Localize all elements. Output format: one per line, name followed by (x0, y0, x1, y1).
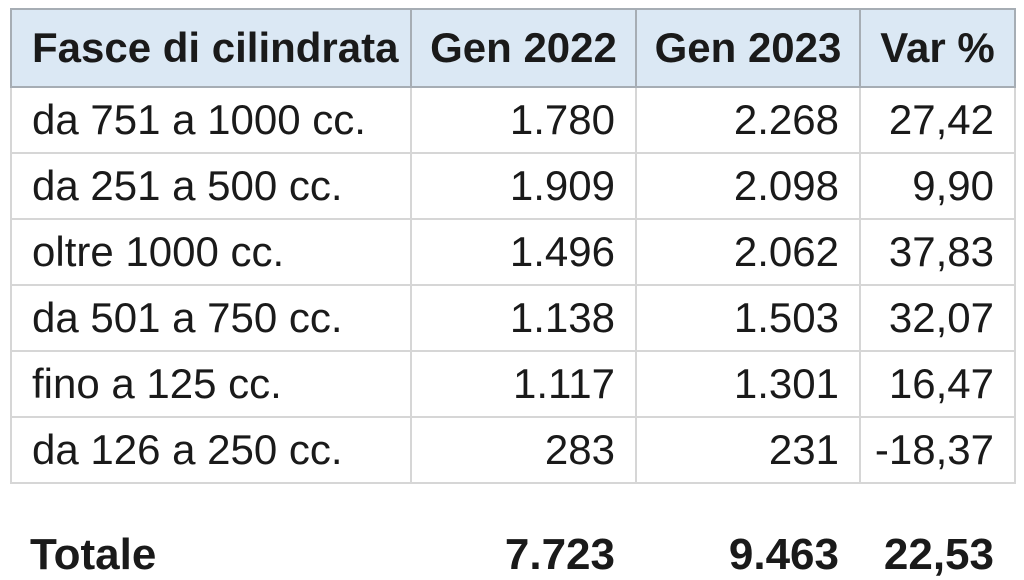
table-body: da 751 a 1000 cc. 1.780 2.268 27,42 da 2… (10, 87, 1016, 484)
cell-var-pct: 16,47 (859, 351, 1016, 418)
cell-fascia: oltre 1000 cc. (10, 219, 412, 286)
table-row: da 126 a 250 cc. 283 231 -18,37 (10, 417, 1016, 484)
cell-gen-2022: 1.117 (410, 351, 637, 418)
cell-var-pct: 9,90 (859, 153, 1016, 220)
cell-fascia: da 751 a 1000 cc. (10, 87, 412, 154)
cell-var-pct: -18,37 (859, 417, 1016, 484)
header-gen-2023: Gen 2023 (635, 8, 861, 88)
total-gen-2022: 7.723 (504, 530, 615, 579)
header-row: Fasce di cilindrata Gen 2022 Gen 2023 Va… (10, 8, 1016, 88)
total-var-pct: 22,53 (883, 530, 994, 579)
table-row: da 501 a 750 cc. 1.138 1.503 32,07 (10, 285, 1016, 352)
cell-var-pct: 32,07 (859, 285, 1016, 352)
cell-gen-2023: 2.062 (635, 219, 861, 286)
cell-fascia: da 501 a 750 cc. (10, 285, 412, 352)
cell-var-pct: 27,42 (859, 87, 1016, 154)
cell-gen-2023: 2.268 (635, 87, 861, 154)
cell-fascia: da 251 a 500 cc. (10, 153, 412, 220)
displacement-stats-container: Fasce di cilindrata Gen 2022 Gen 2023 Va… (10, 8, 1016, 580)
header-fasce-di-cilindrata: Fasce di cilindrata (10, 8, 412, 88)
cell-gen-2023: 1.301 (635, 351, 861, 418)
cell-gen-2022: 1.496 (410, 219, 637, 286)
table-header: Fasce di cilindrata Gen 2022 Gen 2023 Va… (10, 8, 1016, 88)
total-row: Totale 7.723 9.463 22,53 (10, 530, 1014, 580)
table-row: fino a 125 cc. 1.117 1.301 16,47 (10, 351, 1016, 418)
table-row: oltre 1000 cc. 1.496 2.062 37,83 (10, 219, 1016, 286)
cell-gen-2022: 283 (410, 417, 637, 484)
cell-gen-2023: 1.503 (635, 285, 861, 352)
cell-var-pct: 37,83 (859, 219, 1016, 286)
cell-gen-2022: 1.780 (410, 87, 637, 154)
cell-gen-2023: 231 (635, 417, 861, 484)
cell-gen-2022: 1.138 (410, 285, 637, 352)
cell-gen-2023: 2.098 (635, 153, 861, 220)
header-var-pct: Var % (859, 8, 1016, 88)
cell-fascia: fino a 125 cc. (10, 351, 412, 418)
cell-gen-2022: 1.909 (410, 153, 637, 220)
total-label: Totale (30, 530, 157, 579)
table-row: da 751 a 1000 cc. 1.780 2.268 27,42 (10, 87, 1016, 154)
cell-fascia: da 126 a 250 cc. (10, 417, 412, 484)
table-row: da 251 a 500 cc. 1.909 2.098 9,90 (10, 153, 1016, 220)
header-gen-2022: Gen 2022 (410, 8, 637, 88)
displacement-stats-table: Fasce di cilindrata Gen 2022 Gen 2023 Va… (10, 8, 1016, 484)
total-gen-2023: 9.463 (728, 530, 839, 579)
